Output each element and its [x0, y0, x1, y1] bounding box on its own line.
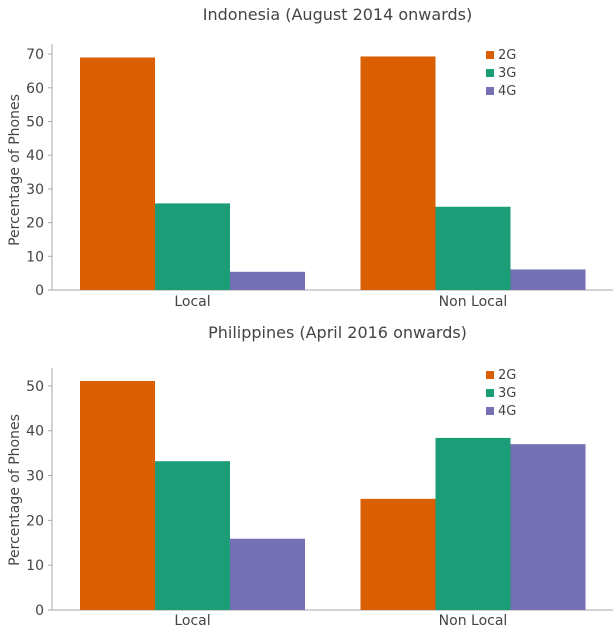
bar-3G-non-local: [435, 206, 511, 290]
bar-4G-non-local: [510, 444, 586, 610]
legend-label: 2G: [498, 368, 516, 383]
y-tick-label: 50: [26, 379, 44, 395]
legend-label: 3G: [498, 66, 516, 81]
y-tick-label: 20: [26, 216, 44, 232]
chart-0: Indonesia (August 2014 onwards) Percentag…: [7, 5, 613, 310]
legend-swatch-3G: [486, 389, 494, 397]
x-tick-label: Non Local: [439, 613, 508, 629]
y-axis-label: Percentage of Phones: [7, 94, 23, 246]
legend-swatch-2G: [486, 371, 494, 379]
legend-swatch-4G: [486, 407, 494, 415]
legend-swatch-2G: [486, 51, 494, 59]
y-tick-label: 40: [26, 148, 44, 164]
bar-3G-local: [155, 203, 230, 290]
y-tick-label: 0: [35, 283, 44, 299]
bar-2G-non-local: [360, 56, 436, 291]
y-tick-label: 70: [26, 47, 44, 63]
y-tick-label: 40: [26, 424, 44, 440]
legend-swatch-4G: [486, 87, 494, 95]
bar-2G-local: [80, 57, 155, 291]
y-tick-label: 10: [26, 558, 44, 574]
bar-4G-non-local: [510, 269, 586, 290]
bar-4G-local: [230, 271, 305, 290]
legend-label: 2G: [498, 48, 516, 63]
bar-3G-local: [155, 461, 230, 610]
legend-label: 4G: [498, 84, 516, 99]
bar-3G-non-local: [435, 437, 511, 610]
y-tick-label: 20: [26, 513, 44, 529]
chart-title: Philippines (April 2016 onwards): [208, 323, 467, 342]
legend-swatch-3G: [486, 69, 494, 77]
chart-title: Indonesia (August 2014 onwards): [203, 5, 472, 24]
y-tick-label: 0: [35, 603, 44, 619]
y-tick-label: 30: [26, 182, 44, 198]
legend-label: 4G: [498, 404, 516, 419]
bar-2G-local: [80, 380, 155, 610]
bar-4G-local: [230, 538, 305, 610]
y-tick-label: 50: [26, 115, 44, 131]
y-axis-label: Percentage of Phones: [7, 414, 23, 566]
x-tick-label: Local: [174, 294, 210, 310]
y-tick-label: 10: [26, 249, 44, 265]
x-tick-label: Non Local: [439, 294, 508, 310]
chart-1: Philippines (April 2016 onwards) Percenta…: [7, 323, 613, 629]
y-tick-label: 30: [26, 469, 44, 485]
bar-2G-non-local: [360, 498, 436, 610]
x-tick-label: Local: [174, 613, 210, 629]
y-tick-label: 60: [26, 81, 44, 97]
legend-label: 3G: [498, 386, 516, 401]
